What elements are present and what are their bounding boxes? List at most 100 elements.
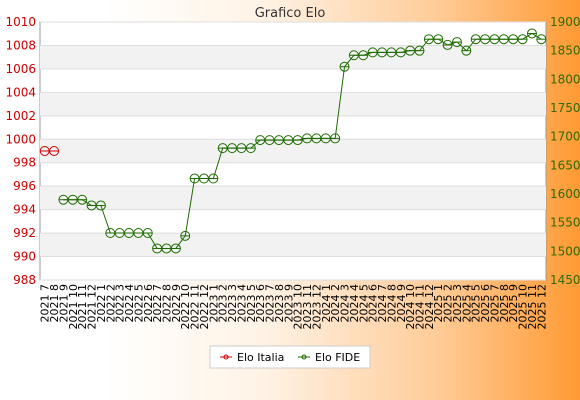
right-tick-label: 1450 [550,273,580,287]
x-tick-label: 2023 2 [217,284,230,323]
x-tick-label: 2022 5 [132,284,145,323]
data-point [339,61,350,72]
legend-label: Elo Italia [237,351,284,364]
x-tick-label: 2024 11 [414,284,427,330]
right-tick-label: 1800 [550,72,580,86]
left-tick-label: 1006 [5,62,36,76]
x-tick-label: 2022 1 [95,284,108,323]
left-tick-label: 998 [13,156,36,170]
x-tick-label: 2021 10 [67,284,80,330]
x-tick-label: 2021 9 [57,284,70,323]
x-tick-label: 2021 7 [39,284,52,323]
data-point [49,146,60,156]
x-tick-label: 2022 3 [114,284,127,323]
left-tick-label: 992 [13,226,36,240]
data-point [358,50,369,61]
data-point [330,133,341,144]
data-point [517,34,528,45]
series-points [39,28,547,254]
x-tick-label: 2024 4 [348,284,361,323]
right-tick-label: 1700 [550,130,580,144]
data-point [77,194,88,205]
x-tick-label: 2023 6 [254,284,267,323]
x-tick-label: 2025 4 [460,284,473,323]
x-tick-label: 2023 7 [264,284,277,323]
data-point [414,45,425,56]
left-tick-label: 1004 [5,85,36,99]
x-tick-label: 2021 12 [86,284,99,330]
legend-box [209,345,371,369]
x-tick-label: 2023 9 [282,284,295,323]
data-point [170,243,181,254]
legend: Elo Italia Elo FIDE [209,345,371,369]
x-tick-label: 2025 8 [498,284,511,323]
right-tick-label: 1750 [550,101,580,115]
chart-title: Grafico Elo [255,6,326,21]
left-tick-label: 1010 [5,15,36,29]
x-tick-label: 2022 2 [104,284,117,323]
x-tick-label: 2022 6 [142,284,155,323]
left-tick-label: 990 [13,250,36,264]
right-tick-label: 1550 [550,216,580,230]
right-tick-label: 1900 [550,15,580,29]
x-tick-label: 2024 3 [339,284,352,323]
x-tick-label: 2022 10 [179,284,192,330]
data-point [451,37,462,48]
x-tick-label: 2024 12 [423,284,436,330]
x-tick-label: 2024 1 [320,284,333,323]
left-tick-label: 994 [13,203,36,217]
x-tick-label: 2024 8 [385,284,398,323]
x-tick-label: 2023 12 [310,284,323,330]
legend-swatch-marker [223,354,229,360]
grid-bands [40,45,546,257]
x-tick-label: 2024 5 [357,284,370,323]
left-axis-ticks: 988 990 992 994 996 998 1000 1002 1004 1006 1008 10… [5,15,36,287]
data-point [395,47,406,58]
x-tick-label: 2023 11 [301,284,314,330]
grid-band [40,139,546,163]
left-tick-label: 988 [13,273,36,287]
x-tick-label: 2024 7 [376,284,389,323]
left-tick-label: 996 [13,179,36,193]
right-tick-label: 1600 [550,187,580,201]
x-tick-label: 2021 8 [48,284,61,323]
right-tick-label: 1850 [550,44,580,58]
x-tick-label: 2025 7 [488,284,501,323]
x-tick-label: 2024 2 [329,284,342,323]
x-tick-label: 2023 1 [207,284,220,323]
x-tick-label: 2025 10 [517,284,530,330]
x-tick-label: 2025 2 [442,284,455,323]
grid-band [40,186,546,210]
right-tick-label: 1650 [550,158,580,172]
grid-band [40,92,546,116]
data-point [442,39,453,50]
legend-label: Elo FIDE [315,351,360,364]
data-point [433,34,444,45]
x-tick-label: 2022 12 [198,284,211,330]
x-tick-label: 2025 6 [479,284,492,323]
data-point [245,143,256,154]
x-tick-label: 2022 9 [170,284,183,323]
x-tick-label: 2023 8 [273,284,286,323]
left-tick-label: 1008 [5,38,36,52]
x-tick-label: 2021 11 [76,284,89,330]
data-point [208,173,219,184]
grid-lines [40,21,546,281]
x-tick-label: 2025 3 [451,284,464,323]
right-axis-ticks: 1450 1500 1550 1600 1650 1700 1750 1800 1850 1900 [550,15,580,287]
data-point [292,135,303,146]
data-point [461,45,472,56]
data-point [142,227,153,238]
x-tick-label: 2023 5 [245,284,258,323]
x-tick-label: 2025 9 [507,284,520,323]
x-tick-label: 2022 4 [123,284,136,323]
data-point [536,34,547,45]
x-tick-label: 2024 6 [367,284,380,323]
right-tick-label: 1500 [550,244,580,258]
x-tick-label: 2022 7 [151,284,164,323]
x-tick-label: 2025 12 [535,284,548,330]
x-tick-label: 2024 9 [395,284,408,323]
grid-band [40,45,546,69]
x-tick-label: 2025 11 [526,284,539,330]
